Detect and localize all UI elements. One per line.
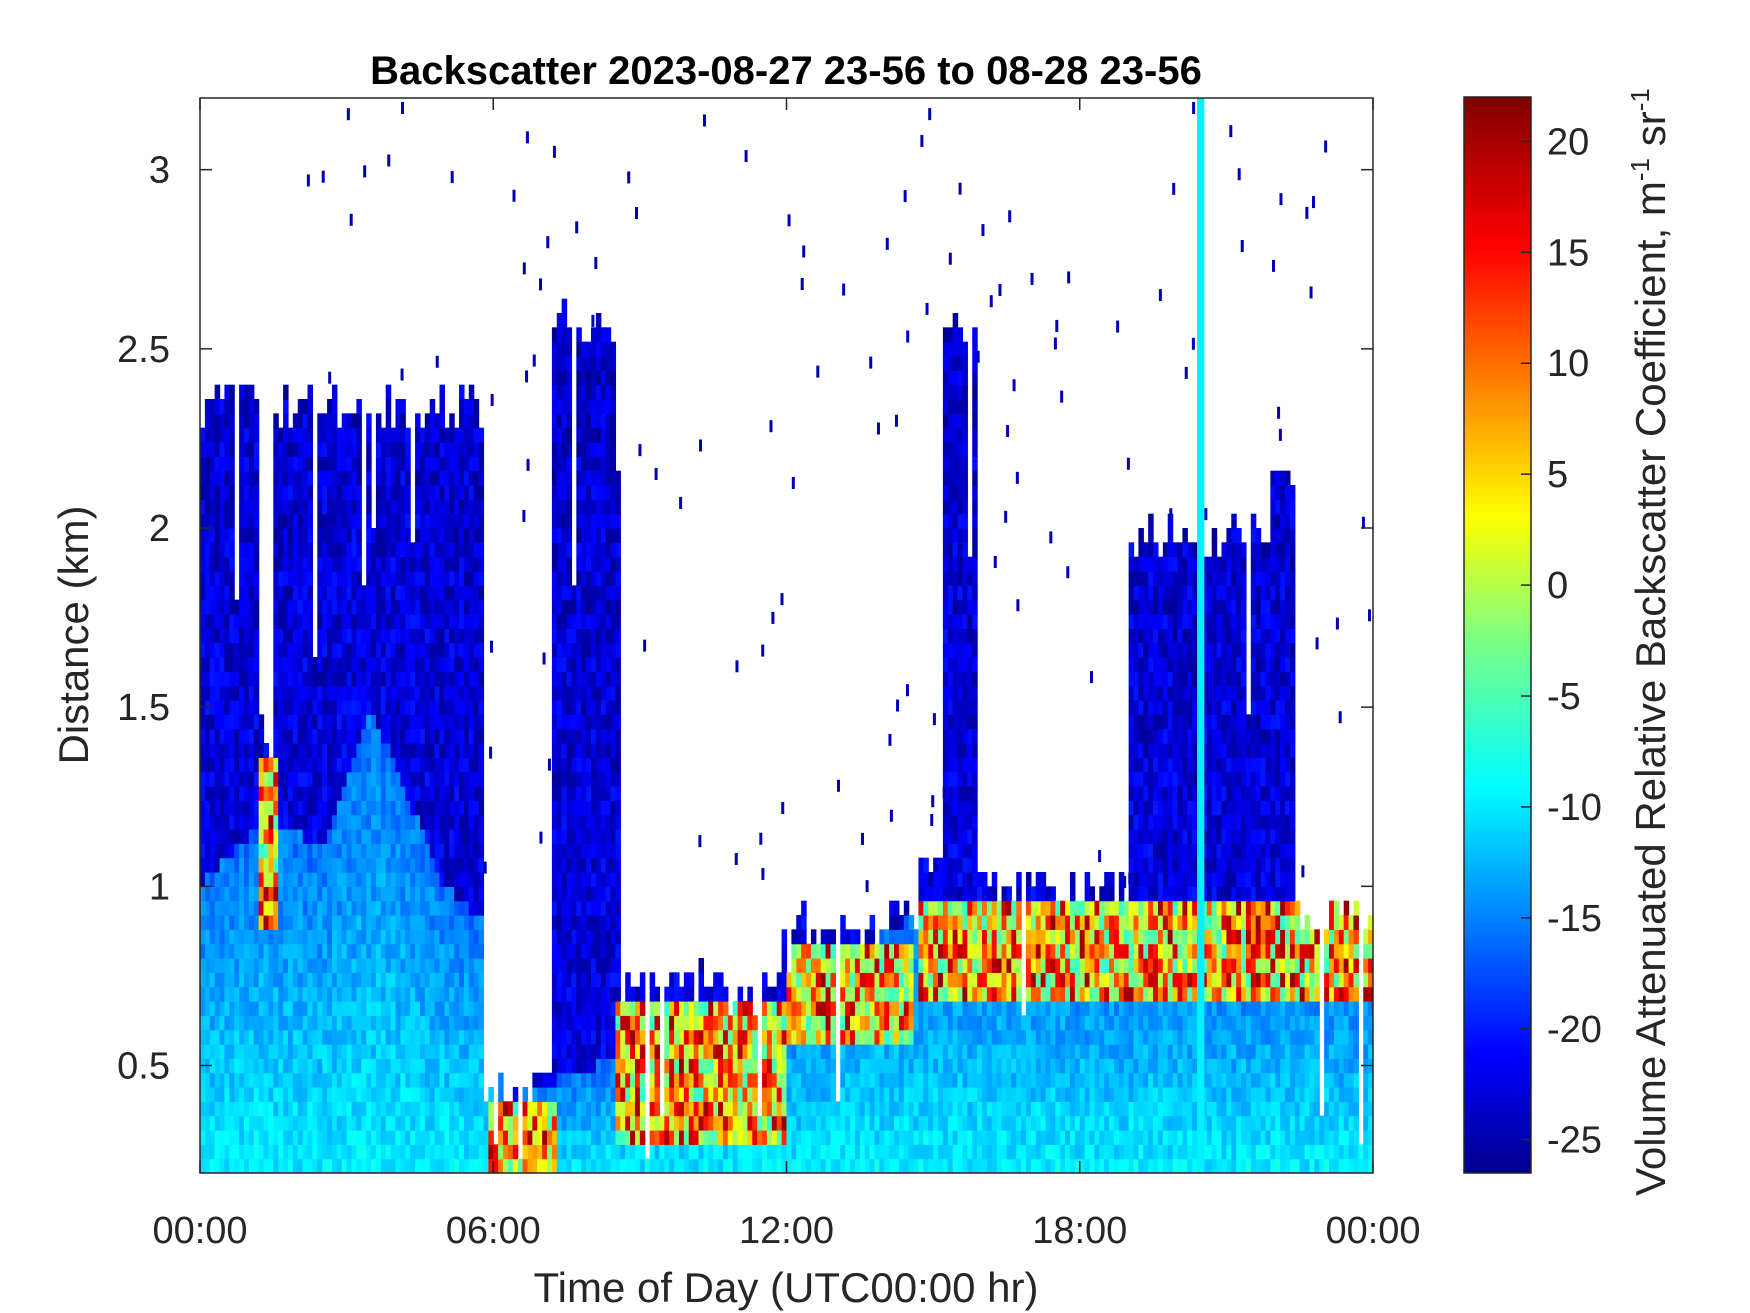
colorbar-ticks: 20 15 10 5 0 -5 -10 -15 -20 -25	[1521, 121, 1602, 1162]
colorbar-tick-label: 20	[1547, 121, 1589, 163]
x-tick-label: 18:00	[1032, 1210, 1127, 1252]
colorbar-tick-label: 0	[1547, 565, 1568, 607]
colorbar-tick-label: -5	[1547, 676, 1581, 718]
y-tick-label: 1	[149, 866, 170, 908]
colorbar-label-text: Volume Attenuated Relative Backscatter C…	[1627, 181, 1674, 1196]
y-tick-label: 2	[149, 508, 170, 550]
y-axis: 0.5 1 1.5 2 2.5 3	[117, 150, 1373, 1088]
y-axis-label: Distance (km)	[50, 505, 97, 764]
colorbar-tick-label: -15	[1547, 898, 1602, 940]
colorbar-tick-label: 10	[1547, 343, 1589, 385]
chart-title: Backscatter 2023-08-27 23-56 to 08-28 23…	[370, 49, 1202, 93]
colorbar-tick-label: 15	[1547, 232, 1589, 274]
x-tick-label: 00:00	[1325, 1210, 1420, 1252]
y-tick-label: 2.5	[117, 329, 170, 371]
colorbar-tick-label: -25	[1547, 1120, 1602, 1162]
colorbar	[1463, 96, 1532, 1174]
colorbar-label-sup2: -1	[1625, 88, 1655, 111]
colorbar-label-mid: sr	[1627, 111, 1674, 158]
x-tick-label: 12:00	[739, 1210, 834, 1252]
y-tick-label: 3	[149, 150, 170, 192]
colorbar-label-sup1: -1	[1625, 158, 1655, 181]
x-tick-label: 00:00	[152, 1210, 247, 1252]
colorbar-tick-label: -20	[1547, 1009, 1602, 1051]
y-tick-label: 0.5	[117, 1046, 170, 1088]
x-axis-label: Time of Day (UTC00:00 hr)	[534, 1264, 1039, 1311]
y-tick-label: 1.5	[117, 687, 170, 729]
colorbar-label: Volume Attenuated Relative Backscatter C…	[1625, 88, 1674, 1196]
backscatter-heatmap	[200, 98, 1373, 1173]
x-tick-label: 06:00	[446, 1210, 541, 1252]
colorbar-tick-label: -10	[1547, 787, 1602, 829]
x-axis: 00:00 06:00 12:00 18:00 00:00	[152, 98, 1421, 1252]
colorbar-tick-label: 5	[1547, 454, 1568, 496]
